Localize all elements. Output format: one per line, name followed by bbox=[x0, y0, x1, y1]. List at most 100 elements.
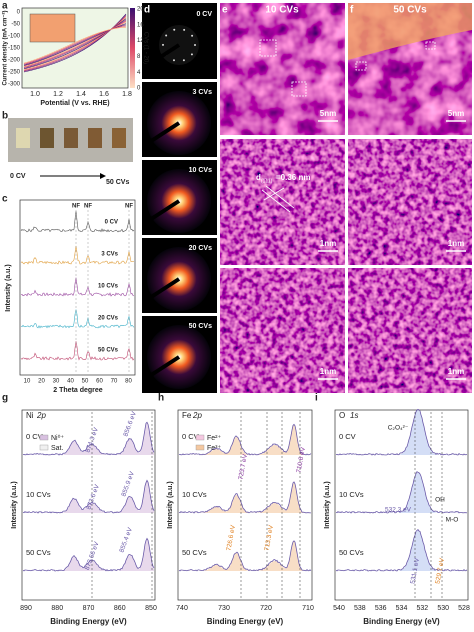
x-tick-label: 532 bbox=[416, 605, 428, 612]
spot bbox=[162, 43, 165, 46]
cv-curve bbox=[23, 22, 127, 67]
plot-area bbox=[177, 409, 313, 601]
orbital: 2p bbox=[36, 411, 46, 420]
xps-trace bbox=[22, 421, 155, 456]
x-tick-label: 40 bbox=[67, 379, 74, 385]
beam-stop bbox=[143, 277, 181, 303]
x-tick-label: 1.2 bbox=[53, 91, 63, 98]
annotation: 855.4 eV bbox=[118, 526, 134, 553]
x-tick-label: 540 bbox=[333, 605, 345, 612]
cv-curve bbox=[23, 26, 127, 64]
spacing-value: =0.36 nm bbox=[276, 173, 310, 182]
image-label: 3 CVs bbox=[193, 89, 213, 96]
annotation: 873.6 eV bbox=[85, 483, 101, 510]
panel-label: b bbox=[2, 111, 8, 122]
plot-area bbox=[334, 409, 469, 601]
scale-bar-label: 5nm bbox=[320, 109, 336, 118]
cv-curve bbox=[23, 16, 127, 71]
x-tick-label: 528 bbox=[458, 605, 470, 612]
x-tick-label: 10 bbox=[24, 379, 31, 385]
element: O bbox=[339, 411, 345, 420]
x-tick-label: 30 bbox=[53, 379, 60, 385]
x-axis-label: Potential (V vs. RHE) bbox=[40, 100, 109, 107]
cv-curve bbox=[23, 20, 127, 68]
x-tick-label: 536 bbox=[375, 605, 387, 612]
x-axis-label: Binding Energy (eV) bbox=[207, 617, 284, 626]
spot bbox=[194, 44, 196, 46]
fit-area bbox=[23, 423, 154, 455]
spacing-index: (1̄11) bbox=[261, 178, 273, 184]
scale-bars bbox=[318, 120, 466, 380]
trace-label: 10 CVs bbox=[182, 490, 207, 499]
y-axis-label: Current density (mA cm⁻²) bbox=[2, 11, 9, 86]
peak-label: NF bbox=[84, 204, 92, 210]
y-tick-label: -100 bbox=[8, 34, 21, 40]
panel-title: 10 CVs bbox=[265, 5, 299, 16]
annotation: OH bbox=[435, 497, 445, 504]
arrow-head bbox=[100, 173, 106, 179]
spot bbox=[182, 59, 185, 62]
x-tick-label: 710 bbox=[302, 605, 314, 612]
xps-trace bbox=[22, 479, 155, 514]
legend-swatch bbox=[39, 434, 49, 441]
trace-label: 0 CV bbox=[182, 432, 199, 441]
separator bbox=[142, 313, 217, 316]
annotation: 855.9 eV bbox=[120, 470, 136, 497]
trace-label: 3 CVs bbox=[101, 252, 118, 258]
element: Ni bbox=[26, 411, 34, 420]
tem-image bbox=[220, 3, 345, 135]
x-tick-label: 1.4 bbox=[76, 91, 86, 98]
x-tick-label: 850 bbox=[145, 605, 157, 612]
spot bbox=[183, 28, 186, 31]
panel-label: h bbox=[158, 393, 164, 404]
panel-label: e bbox=[222, 5, 228, 16]
x-tick-label: 60 bbox=[96, 379, 103, 385]
xrd-trace bbox=[20, 277, 135, 297]
x-tick-label: 1.6 bbox=[99, 91, 109, 98]
colorbar-tick: 8 bbox=[137, 54, 141, 60]
x-axis-label: Binding Energy (eV) bbox=[363, 617, 440, 626]
scale-bar-label: 1nm bbox=[448, 239, 464, 248]
trace-label: 0 CV bbox=[26, 432, 43, 441]
legend-label: Ni⁰⁺ bbox=[51, 434, 64, 442]
panel-label: f bbox=[350, 5, 354, 16]
trace-label: 20 CVs bbox=[98, 316, 119, 322]
y-tick-label: -300 bbox=[8, 82, 21, 88]
spacing-label: d bbox=[256, 173, 261, 182]
legend-swatch bbox=[39, 444, 49, 451]
colorbar bbox=[130, 8, 135, 88]
colorbar-tick: 0 bbox=[137, 86, 141, 92]
spot bbox=[172, 59, 175, 62]
y-axis-label: Intensity (a.u.) bbox=[324, 481, 331, 528]
image-label: 0 CV bbox=[196, 11, 212, 18]
spot bbox=[165, 34, 168, 37]
colorbar-tick: 4 bbox=[137, 70, 141, 76]
beam-stop bbox=[143, 355, 181, 381]
trace-label: 10 CVs bbox=[26, 490, 51, 499]
trace-label: 50 CVs bbox=[182, 548, 207, 557]
x-tick-label: 720 bbox=[260, 605, 272, 612]
label: 0 CV bbox=[10, 173, 26, 180]
annotation: 856.6 eV bbox=[122, 410, 138, 437]
fit-area bbox=[179, 424, 311, 455]
annotation: M-O bbox=[446, 517, 459, 524]
x-tick-label: 80 bbox=[125, 379, 132, 385]
x-tick-label: 50 bbox=[82, 379, 89, 385]
x-tick-label: 1.8 bbox=[122, 91, 132, 98]
scale-bar-label: 5nm bbox=[448, 109, 464, 118]
x-tick-label: 890 bbox=[20, 605, 32, 612]
fit-area bbox=[179, 540, 311, 571]
samples bbox=[16, 128, 126, 148]
spot bbox=[191, 34, 194, 37]
colorbar-tick: 16 bbox=[137, 22, 144, 28]
spot bbox=[173, 28, 176, 31]
x-axis-label: Binding Energy (eV) bbox=[50, 617, 127, 626]
tem-image bbox=[220, 268, 345, 393]
image-label: 20 CVs bbox=[189, 245, 212, 252]
xps-trace bbox=[178, 481, 311, 514]
surface-layer bbox=[348, 3, 472, 60]
xps-trace bbox=[22, 537, 155, 572]
annotation: 710.6 eV bbox=[296, 446, 308, 473]
annotation: 532.3 eV bbox=[385, 507, 412, 514]
y-tick-label: -150 bbox=[8, 46, 21, 52]
